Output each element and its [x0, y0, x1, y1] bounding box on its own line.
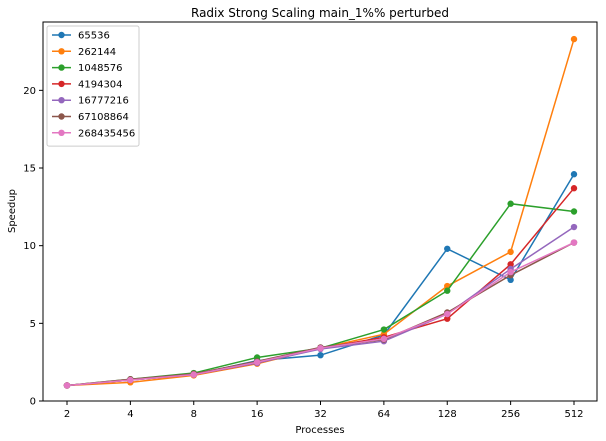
legend-label: 268435456	[78, 128, 135, 139]
legend-label: 4194304	[78, 79, 123, 90]
legend-item: 268435456	[52, 128, 135, 139]
data-point	[570, 223, 578, 231]
data-point	[507, 276, 514, 284]
x-tick-label: 256	[501, 409, 520, 420]
data-point	[507, 261, 514, 268]
legend-marker	[58, 113, 65, 120]
y-tick-label: 10	[23, 241, 36, 252]
legend-label: 16777216	[78, 96, 129, 107]
data-point	[190, 371, 197, 378]
series-layer	[63, 35, 578, 389]
x-axis-ticks: 2 4 8 16 32 64 128 256 512	[64, 401, 584, 420]
data-point	[507, 200, 514, 207]
series-line	[66, 226, 575, 387]
data-point	[507, 248, 514, 256]
series-262144	[63, 35, 578, 389]
series-268435456	[63, 239, 578, 389]
chart-title: Radix Strong Scaling main_1%% perturbed	[191, 6, 449, 20]
legend-marker	[58, 64, 65, 71]
legend-marker	[58, 48, 65, 55]
legend: 65536 262144 1048576 4194304 16777216 6710886…	[46, 25, 140, 147]
data-point	[253, 358, 261, 366]
legend-item: 16777216	[52, 96, 129, 107]
x-tick-label: 32	[314, 409, 327, 420]
legend-marker	[58, 80, 65, 88]
data-point	[444, 287, 451, 294]
data-point	[570, 171, 578, 178]
legend-label: 1048576	[78, 63, 123, 74]
legend-label: 65536	[78, 31, 110, 42]
data-point	[317, 344, 324, 352]
y-tick-label: 5	[30, 319, 36, 330]
legend-label: 262144	[78, 47, 116, 58]
legend-item: 67108864	[52, 112, 129, 123]
data-point	[127, 376, 134, 384]
legend-marker	[58, 129, 65, 136]
x-tick-label: 512	[564, 409, 583, 420]
legend-item: 262144	[52, 47, 116, 58]
data-point	[380, 335, 388, 343]
series-line	[66, 241, 575, 387]
x-tick-label: 128	[438, 409, 457, 420]
data-point	[444, 310, 451, 318]
series-67108864	[63, 239, 578, 389]
legend-item: 65536	[52, 31, 110, 42]
legend-label: 67108864	[78, 112, 129, 123]
x-tick-label: 64	[378, 409, 391, 420]
legend-marker	[58, 97, 65, 104]
data-point	[444, 245, 451, 252]
x-tick-label: 4	[127, 409, 133, 420]
data-point	[507, 268, 514, 276]
y-axis-ticks: 0 5 10 15 20	[23, 86, 43, 408]
data-point	[570, 239, 578, 246]
y-tick-label: 0	[30, 397, 36, 408]
data-point	[570, 208, 578, 215]
data-point	[380, 326, 388, 333]
series-16777216	[63, 223, 578, 389]
data-point	[570, 35, 578, 43]
data-point	[63, 382, 71, 389]
y-axis-label: Speedup	[7, 189, 18, 233]
x-axis-label: Processes	[295, 425, 344, 436]
legend-item: 4194304	[52, 79, 123, 90]
series-line	[66, 241, 575, 387]
legend-item: 1048576	[52, 63, 123, 74]
y-tick-label: 15	[23, 164, 36, 175]
x-tick-label: 16	[251, 409, 264, 420]
x-tick-label: 2	[64, 409, 70, 420]
x-tick-label: 8	[191, 409, 197, 420]
legend-marker	[58, 31, 65, 39]
data-point	[444, 315, 451, 322]
data-point	[317, 351, 324, 359]
y-tick-label: 20	[23, 86, 36, 97]
series-1048576	[63, 200, 578, 389]
series-line	[66, 38, 575, 387]
data-point	[570, 185, 578, 192]
